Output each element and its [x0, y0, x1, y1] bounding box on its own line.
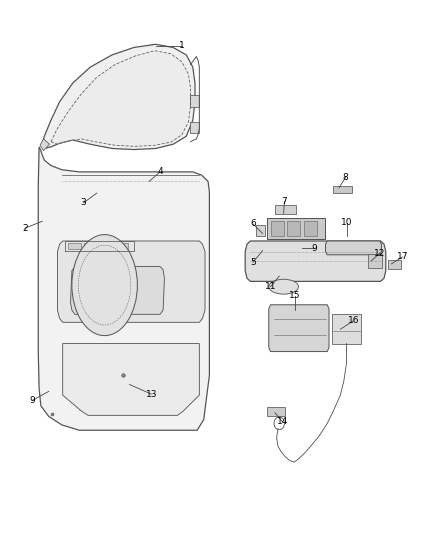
- Polygon shape: [40, 139, 49, 151]
- Bar: [271, 221, 284, 236]
- Bar: [68, 243, 81, 249]
- Ellipse shape: [72, 235, 138, 336]
- Text: 9: 9: [29, 396, 35, 405]
- Bar: [100, 243, 112, 249]
- Text: 12: 12: [374, 249, 385, 258]
- Polygon shape: [269, 305, 329, 352]
- Polygon shape: [57, 241, 205, 322]
- Polygon shape: [63, 344, 199, 415]
- Bar: [84, 243, 96, 249]
- Bar: [190, 95, 199, 107]
- Bar: [332, 314, 361, 344]
- Bar: [333, 186, 352, 193]
- Bar: [389, 260, 401, 269]
- Polygon shape: [51, 51, 191, 147]
- Text: 11: 11: [265, 282, 276, 291]
- Text: 8: 8: [343, 173, 349, 182]
- Bar: [190, 122, 199, 133]
- Text: 4: 4: [157, 167, 163, 176]
- Text: 10: 10: [341, 219, 353, 228]
- Bar: [304, 221, 317, 236]
- Polygon shape: [42, 44, 195, 150]
- Bar: [287, 221, 300, 236]
- Text: 16: 16: [348, 316, 359, 325]
- Text: 5: 5: [250, 258, 256, 266]
- Bar: [275, 205, 296, 214]
- Text: 7: 7: [282, 197, 287, 206]
- Text: 17: 17: [397, 253, 408, 261]
- Bar: [116, 243, 128, 249]
- Text: 1: 1: [179, 42, 185, 51]
- Text: 3: 3: [81, 198, 87, 207]
- Text: 2: 2: [22, 224, 28, 233]
- Polygon shape: [325, 241, 381, 255]
- Bar: [256, 225, 265, 236]
- Polygon shape: [245, 241, 386, 281]
- Text: 14: 14: [277, 417, 288, 426]
- Ellipse shape: [269, 279, 298, 294]
- Text: 6: 6: [250, 220, 256, 229]
- Polygon shape: [71, 266, 164, 314]
- Text: 9: 9: [311, 244, 317, 253]
- Text: 15: 15: [289, 291, 300, 300]
- Polygon shape: [38, 147, 209, 430]
- Bar: [368, 254, 382, 268]
- Bar: [267, 407, 286, 416]
- Polygon shape: [267, 217, 325, 239]
- Text: 13: 13: [145, 390, 157, 399]
